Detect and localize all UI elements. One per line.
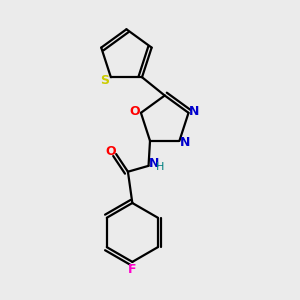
Text: N: N xyxy=(149,157,160,170)
Text: O: O xyxy=(129,105,140,119)
Text: F: F xyxy=(128,263,136,276)
Text: S: S xyxy=(100,74,109,87)
Text: N: N xyxy=(179,136,190,149)
Text: H: H xyxy=(156,162,164,172)
Text: O: O xyxy=(106,145,116,158)
Text: N: N xyxy=(189,105,200,118)
